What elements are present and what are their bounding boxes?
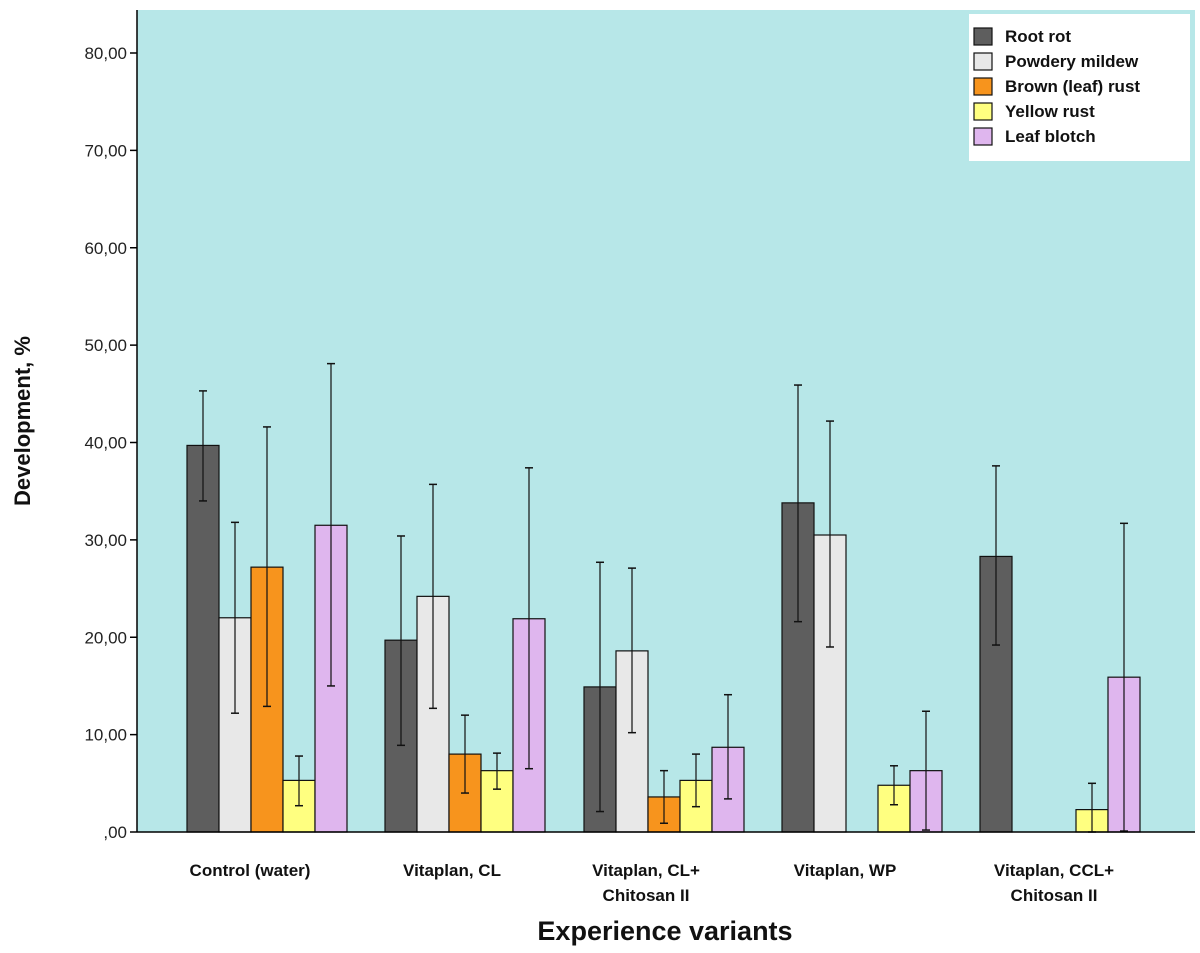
x-axis-title: Experience variants [537,916,792,946]
legend-label: Powdery mildew [1005,52,1139,71]
legend-label: Leaf blotch [1005,127,1096,146]
legend-box [969,14,1190,161]
legend-label: Root rot [1005,27,1071,46]
category-label: Vitaplan, CCL+ [994,861,1114,880]
category-label: Vitaplan, CL+ [592,861,700,880]
category-label: Chitosan II [1011,886,1098,905]
legend-swatch [973,27,993,46]
y-axis-title: Development, % [10,336,35,506]
legend-swatch [973,77,993,96]
legend-label: Brown (leaf) rust [1005,77,1140,96]
legend-label: Yellow rust [1005,102,1095,121]
y-tick-label: 10,00 [84,726,127,745]
y-tick-label: 70,00 [84,141,127,160]
legend-swatch [973,127,993,146]
category-label: Control (water) [190,861,311,880]
category-label: Vitaplan, CL [403,861,501,880]
y-tick-label: 80,00 [84,44,127,63]
y-tick-label: 40,00 [84,434,127,453]
legend-swatch [973,52,993,71]
bar-root-rot [186,444,220,833]
y-tick-label: 50,00 [84,336,127,355]
y-tick-label: 60,00 [84,239,127,258]
y-tick-label: 30,00 [84,531,127,550]
y-tick-label: ,00 [103,823,127,842]
legend-swatch [973,102,993,121]
category-label: Vitaplan, WP [794,861,897,880]
y-tick-label: 20,00 [84,628,127,647]
category-label: Chitosan II [603,886,690,905]
